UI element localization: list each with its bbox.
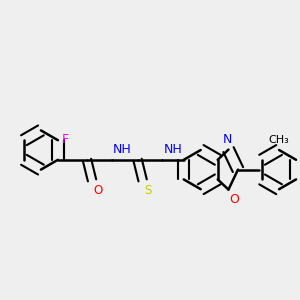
Text: NH: NH [164,143,182,156]
Text: O: O [230,194,240,206]
Text: CH₃: CH₃ [269,135,290,145]
Text: O: O [94,184,103,196]
Text: N: N [223,133,232,146]
Text: S: S [144,184,152,196]
Text: F: F [62,133,69,146]
Text: NH: NH [113,143,132,156]
